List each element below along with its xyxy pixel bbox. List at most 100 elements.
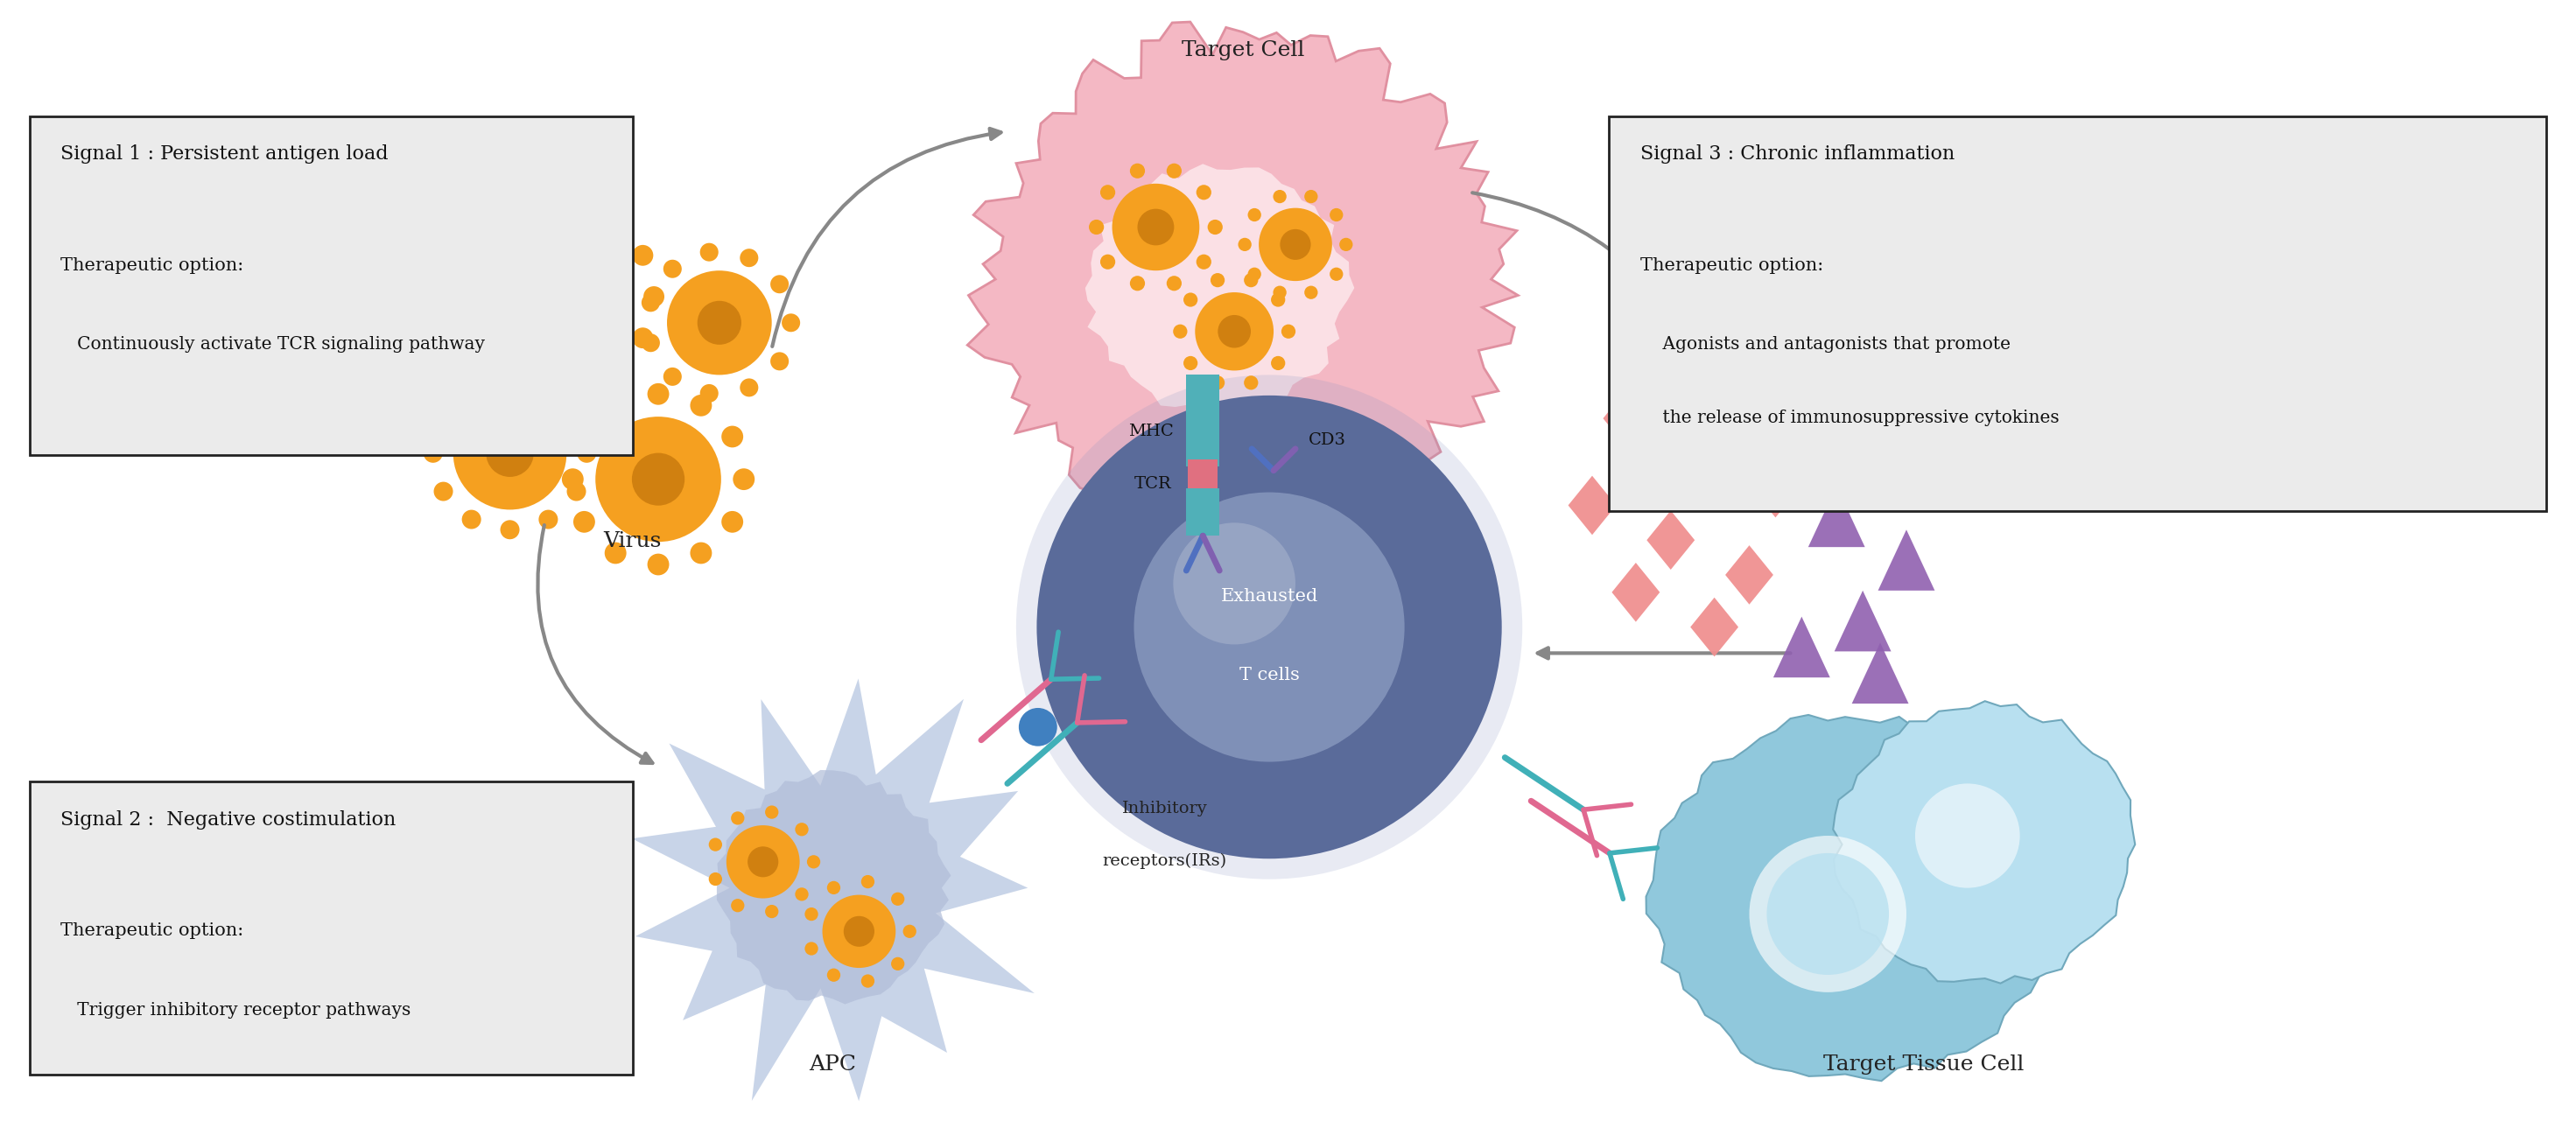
Circle shape [734, 469, 755, 490]
Circle shape [1167, 163, 1182, 178]
Polygon shape [1646, 715, 2061, 1081]
Circle shape [781, 313, 801, 331]
Circle shape [1182, 356, 1198, 370]
Circle shape [577, 444, 595, 463]
Circle shape [1131, 276, 1144, 291]
Circle shape [518, 358, 541, 379]
Circle shape [1244, 274, 1257, 287]
Circle shape [1211, 376, 1224, 389]
Circle shape [1270, 356, 1285, 370]
Text: Agonists and antagonists that promote: Agonists and antagonists that promote [1641, 336, 2009, 353]
Text: Therapeutic option:: Therapeutic option: [1641, 258, 1824, 274]
Circle shape [631, 453, 685, 505]
Circle shape [487, 429, 533, 477]
Text: receptors(IRs): receptors(IRs) [1103, 854, 1226, 869]
Polygon shape [1772, 616, 1829, 678]
Circle shape [1100, 185, 1115, 200]
Polygon shape [1726, 545, 1772, 605]
Circle shape [1172, 325, 1188, 338]
FancyArrowPatch shape [773, 128, 1002, 346]
Circle shape [567, 405, 585, 424]
Circle shape [1195, 185, 1211, 200]
Circle shape [500, 367, 520, 386]
Polygon shape [1878, 530, 1935, 590]
Circle shape [701, 384, 719, 403]
Circle shape [806, 855, 819, 868]
Polygon shape [1646, 511, 1695, 570]
Text: Trigger inhibitory receptor pathways: Trigger inhibitory receptor pathways [59, 1002, 410, 1018]
Circle shape [739, 249, 757, 267]
FancyBboxPatch shape [28, 117, 634, 455]
Circle shape [1182, 293, 1198, 306]
Circle shape [1247, 208, 1262, 221]
Circle shape [1100, 254, 1115, 269]
Circle shape [518, 215, 541, 236]
Circle shape [631, 328, 654, 348]
Circle shape [1273, 190, 1285, 203]
Circle shape [1244, 376, 1257, 389]
Circle shape [770, 275, 788, 293]
Circle shape [690, 543, 711, 564]
Circle shape [562, 369, 582, 389]
Circle shape [732, 812, 744, 825]
FancyBboxPatch shape [1610, 117, 2548, 511]
Circle shape [538, 510, 559, 529]
Circle shape [538, 377, 559, 396]
Circle shape [796, 823, 809, 836]
Text: Virus: Virus [603, 531, 662, 552]
Text: Exhausted: Exhausted [1221, 588, 1319, 605]
Circle shape [904, 925, 917, 938]
Circle shape [647, 384, 670, 405]
Circle shape [1018, 708, 1056, 746]
FancyArrowPatch shape [538, 526, 652, 763]
Circle shape [461, 377, 482, 396]
Text: TCR: TCR [1133, 476, 1172, 491]
FancyArrowPatch shape [1538, 648, 1790, 658]
Text: Signal 3 : Chronic inflammation: Signal 3 : Chronic inflammation [1641, 144, 1955, 163]
Circle shape [1303, 286, 1319, 300]
Circle shape [1303, 190, 1319, 203]
Circle shape [641, 334, 659, 352]
Circle shape [860, 974, 873, 987]
Circle shape [765, 905, 778, 918]
Text: Signal 2 :  Negative costimulation: Signal 2 : Negative costimulation [59, 810, 397, 830]
Circle shape [765, 806, 778, 818]
Circle shape [595, 417, 721, 541]
Circle shape [1767, 854, 1888, 975]
Circle shape [667, 270, 773, 375]
Circle shape [605, 543, 626, 564]
Polygon shape [1613, 563, 1659, 622]
Circle shape [827, 968, 840, 982]
Polygon shape [1602, 389, 1651, 448]
Circle shape [1131, 163, 1144, 178]
Circle shape [891, 892, 904, 906]
Text: Signal 1 : Persistent antigen load: Signal 1 : Persistent antigen load [59, 144, 389, 163]
FancyBboxPatch shape [28, 782, 634, 1075]
Circle shape [567, 482, 585, 501]
Circle shape [1329, 268, 1342, 280]
Circle shape [489, 328, 510, 348]
Circle shape [647, 554, 670, 575]
Circle shape [690, 395, 711, 417]
Circle shape [477, 286, 500, 308]
Text: Inhibitory: Inhibitory [1121, 801, 1208, 817]
Circle shape [1340, 238, 1352, 251]
Polygon shape [1834, 701, 2136, 983]
Polygon shape [1808, 486, 1865, 547]
Circle shape [701, 243, 719, 261]
Polygon shape [1690, 597, 1739, 657]
Polygon shape [1852, 642, 1909, 704]
Circle shape [489, 245, 510, 266]
Circle shape [1239, 238, 1252, 251]
FancyBboxPatch shape [1188, 488, 1218, 536]
Text: Target Tissue Cell: Target Tissue Cell [1824, 1054, 2025, 1075]
Text: APC: APC [809, 1054, 855, 1075]
Circle shape [708, 838, 721, 851]
Circle shape [698, 301, 742, 345]
Circle shape [500, 520, 520, 539]
Circle shape [574, 511, 595, 532]
Circle shape [1208, 219, 1224, 235]
Circle shape [1133, 493, 1404, 762]
Circle shape [804, 908, 819, 920]
FancyArrowPatch shape [1473, 193, 1703, 361]
